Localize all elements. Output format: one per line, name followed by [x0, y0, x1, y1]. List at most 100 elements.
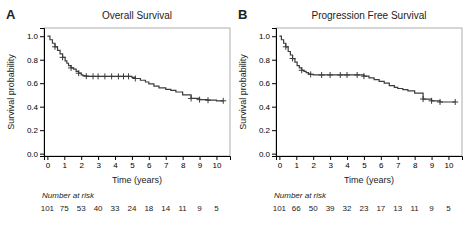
tick-label: 10	[213, 161, 222, 170]
at-risk-number: 39	[326, 204, 335, 213]
at-risk-number: 32	[343, 204, 352, 213]
tick-mark	[40, 83, 44, 84]
tick: 10	[213, 156, 222, 170]
censor-mark	[205, 97, 211, 103]
tick-mark	[279, 156, 280, 160]
at-risk-number: 17	[376, 204, 385, 213]
censor-mark	[220, 98, 226, 104]
tick: 0.6	[27, 79, 44, 88]
at-risk-number: 53	[77, 204, 86, 213]
tick: 1	[63, 156, 68, 170]
censor-mark	[95, 73, 101, 79]
tick: 8	[181, 156, 186, 170]
censor-mark	[197, 97, 203, 103]
tick: 0.2	[27, 126, 44, 135]
at-risk-number: 33	[111, 204, 120, 213]
censor-mark	[126, 73, 132, 79]
chart-container: 0123456789100.00.20.40.60.81.0Overall Su…	[0, 0, 474, 236]
x-axis-line	[45, 157, 231, 161]
tick-mark	[313, 156, 314, 160]
tick: 0.4	[259, 103, 276, 112]
tick: 1.0	[259, 32, 276, 41]
censor-mark	[76, 70, 82, 76]
tick: 5	[362, 156, 367, 170]
censor-mark	[327, 72, 333, 78]
x-axis: 012345678910	[277, 156, 463, 170]
x-axis-title: Time (years)	[112, 175, 162, 185]
panel: 0123456789100.00.20.40.60.81.0Overall Su…	[6, 7, 231, 213]
tick-mark	[98, 156, 99, 160]
censor-mark	[337, 72, 343, 78]
tick-label: 2	[79, 161, 84, 170]
at-risk-number: 18	[144, 204, 153, 213]
title: Overall Survival	[102, 10, 172, 21]
tick-mark	[272, 83, 276, 84]
at-risk-number: 11	[410, 204, 419, 213]
tick-label: 4	[113, 161, 118, 170]
title: Progression Free Survival	[311, 10, 426, 21]
tick: 3	[96, 156, 101, 170]
tick-mark	[81, 156, 82, 160]
censor-mark	[344, 72, 350, 78]
tick-label: 1.0	[259, 32, 271, 41]
tick-mark	[347, 156, 348, 160]
censor-mark	[308, 71, 314, 77]
survival-line	[47, 36, 223, 101]
panel-label: A	[6, 7, 16, 22]
tick-label: 0.6	[27, 79, 39, 88]
censor-mark	[299, 67, 305, 73]
tick: 9	[430, 156, 435, 170]
tick: 5	[130, 156, 135, 170]
tick-mark	[272, 36, 276, 37]
tick: 4	[345, 156, 350, 170]
tick-mark	[381, 156, 382, 160]
at-risk-number: 50	[309, 204, 318, 213]
tick: 7	[396, 156, 401, 170]
censor-mark	[52, 44, 58, 50]
y-axis-title: Survival probability	[238, 54, 248, 130]
tick: 0	[278, 156, 283, 170]
tick: 7	[164, 156, 169, 170]
x-axis-title: Time (years)	[344, 175, 394, 185]
tick-mark	[330, 156, 331, 160]
tick: 8	[413, 156, 418, 170]
tick-mark	[64, 156, 65, 160]
tick-label: 0	[278, 161, 283, 170]
tick-label: 0	[46, 161, 51, 170]
tick: 10	[445, 156, 454, 170]
tick: 1	[295, 156, 300, 170]
tick-mark	[272, 107, 276, 108]
tick: 6	[147, 156, 152, 170]
tick-mark	[47, 156, 48, 160]
censor-mark	[132, 75, 138, 81]
x-axis-line	[277, 157, 463, 161]
tick-mark	[40, 36, 44, 37]
at-risk-number: 75	[60, 204, 69, 213]
at-risk-number: 101	[41, 204, 55, 213]
tick: 9	[198, 156, 203, 170]
tick-label: 5	[362, 161, 367, 170]
censor-mark	[283, 44, 289, 50]
tick-label: 0.0	[27, 150, 39, 159]
tick-mark	[200, 156, 201, 160]
tick: 0.8	[259, 56, 276, 65]
panel-label: B	[238, 7, 247, 22]
tick-label: 1.0	[27, 32, 39, 41]
censor-mark	[68, 65, 74, 71]
tick-label: 0.4	[27, 103, 39, 112]
tick: 0.0	[259, 150, 276, 159]
tick-mark	[364, 156, 365, 160]
tick-label: 8	[413, 161, 418, 170]
tick: 3	[328, 156, 333, 170]
tick-mark	[149, 156, 150, 160]
tick-mark	[448, 156, 449, 160]
tick-label: 9	[198, 161, 203, 170]
plot-area	[279, 36, 458, 105]
censor-mark	[361, 73, 367, 79]
tick: 0	[46, 156, 51, 170]
at-risk-label: Number at risk	[42, 191, 95, 200]
tick: 0.6	[259, 79, 276, 88]
tick-label: 0.8	[259, 56, 271, 65]
tick-mark	[272, 130, 276, 131]
tick: 2	[311, 156, 316, 170]
